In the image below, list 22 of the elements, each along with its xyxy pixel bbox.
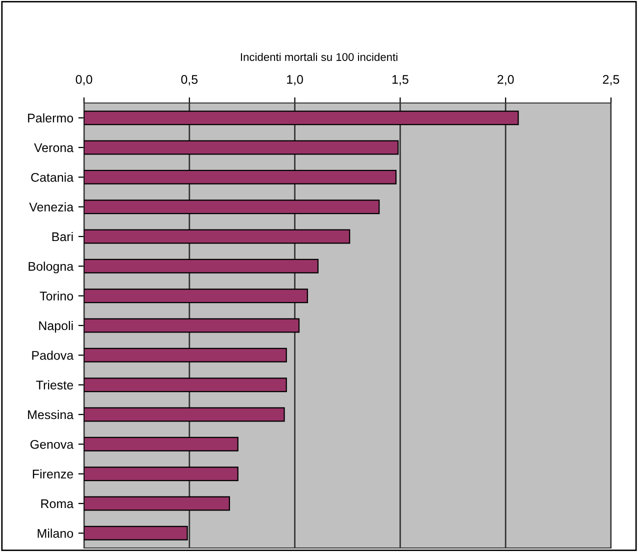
- x-tick-label: 1,0: [287, 75, 303, 86]
- y-tick-label: Bari: [52, 232, 73, 242]
- chart-title: Incidenti mortali su 100 incidenti: [240, 52, 398, 61]
- y-tick-label: Catania: [31, 172, 74, 182]
- y-tick-label: Padova: [32, 350, 74, 360]
- y-tick-label: Genova: [30, 440, 74, 449]
- y-tick-label: Bologna: [28, 262, 74, 274]
- y-tick-label: Roma: [41, 499, 74, 508]
- y-tick-label: Trieste: [36, 380, 74, 390]
- y-tick-label: Venezia: [29, 202, 74, 212]
- x-tick-label: 0,5: [181, 75, 198, 86]
- x-tick-label: 0,0: [76, 75, 92, 86]
- x-tick-label: 2,0: [498, 75, 514, 86]
- x-tick-label: 2,5: [602, 75, 620, 86]
- y-tick-label: Messina: [28, 410, 74, 420]
- y-tick-label: Milano: [38, 528, 74, 538]
- y-tick-label: Torino: [40, 291, 74, 300]
- y-tick-label: Napoli: [39, 320, 73, 333]
- x-tick-label: 1,5: [392, 75, 408, 86]
- y-tick-label: Palermo: [28, 113, 74, 122]
- y-tick-label: Verona: [34, 143, 74, 152]
- y-tick-label: Firenze: [32, 469, 74, 478]
